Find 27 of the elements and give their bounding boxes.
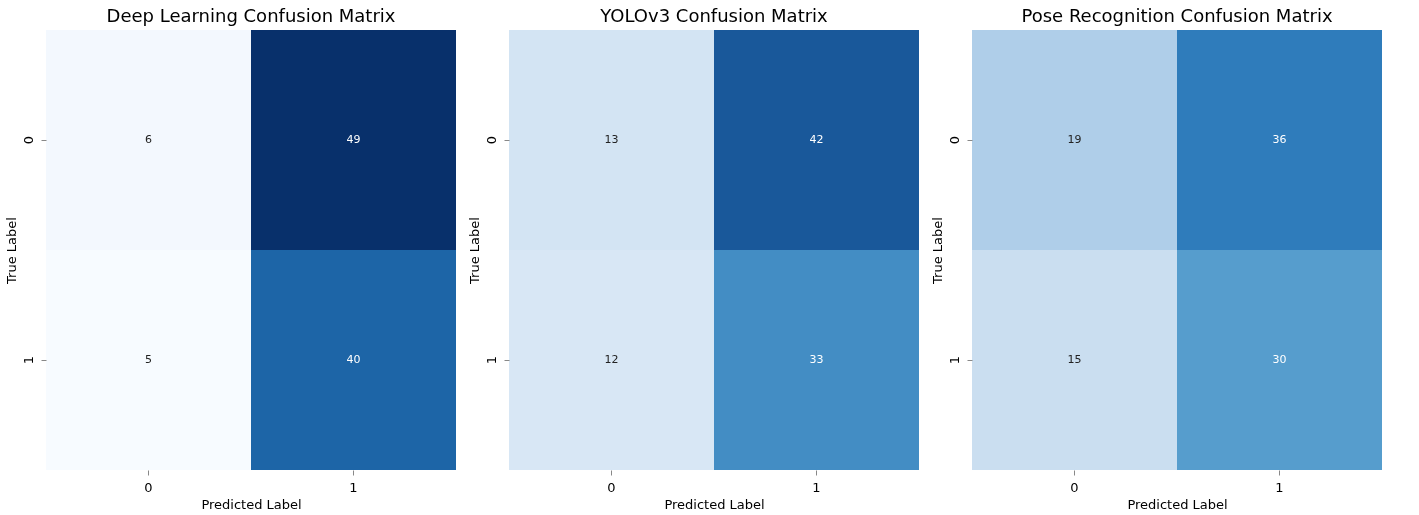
data-label: 15 [1067,353,1082,366]
x-tick-label: 1 [1275,479,1284,495]
x-tick-label: 0 [607,479,616,495]
x-tick-label: 0 [144,479,153,495]
data-label: 33 [809,353,824,366]
data-label: 6 [145,133,152,146]
x-tick-label: 1 [812,479,821,495]
data-label: 40 [346,353,361,366]
data-label: 49 [346,133,361,146]
y-axis-title: True Label [3,217,19,285]
data-label: 5 [145,353,152,366]
x-tick-label: 0 [1070,479,1079,495]
y-axis-title: True Label [466,217,482,285]
data-label: 12 [604,353,619,366]
data-label: 36 [1272,133,1287,146]
data-label: 13 [604,133,619,146]
chart-title: Pose Recognition Confusion Matrix [1021,5,1333,26]
x-axis-title: Predicted Label [664,496,765,512]
data-label: 19 [1067,133,1082,146]
data-label: 30 [1272,353,1287,366]
y-axis-title: True Label [929,217,945,285]
chart-title: YOLOv3 Confusion Matrix [599,5,829,26]
data-label: 42 [809,133,824,146]
x-axis-title: Predicted Label [1127,496,1228,512]
chart-title: Deep Learning Confusion Matrix [106,5,396,26]
x-axis-title: Predicted Label [201,496,302,512]
x-tick-label: 1 [349,479,358,495]
